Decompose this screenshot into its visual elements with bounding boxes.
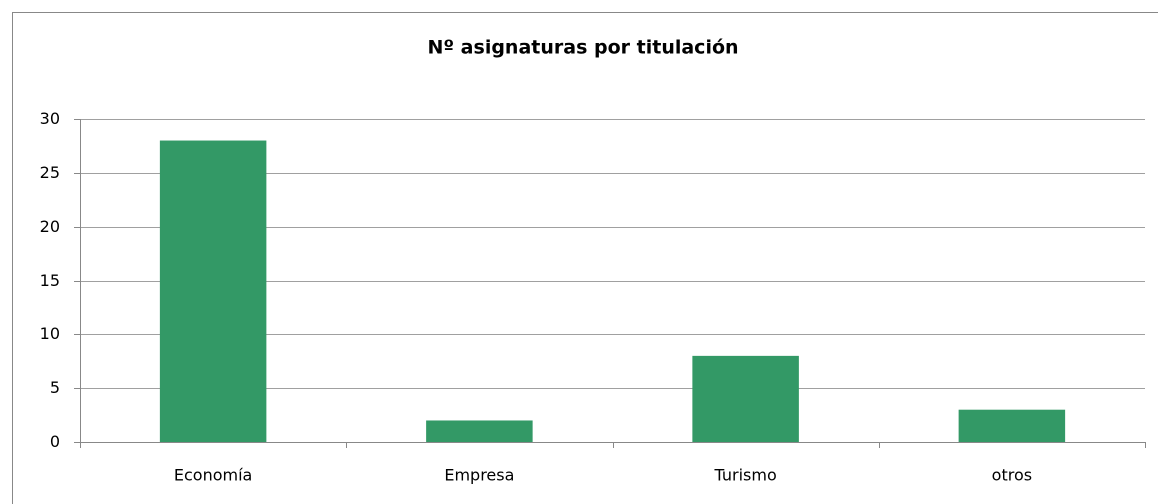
bar [426,420,533,442]
chart-title: Nº asignaturas por titulación [427,37,738,59]
y-tick-label: 20 [40,217,60,236]
x-tick-label: Turismo [714,466,777,485]
y-tick-label: 0 [50,432,60,451]
x-tick-label: Empresa [444,466,514,485]
y-tick-label: 10 [40,324,60,343]
bar [159,140,267,443]
y-tick-label: 30 [40,109,60,128]
y-tick-label: 15 [40,271,60,290]
y-tick-label: 25 [40,163,60,182]
bar [958,409,1066,442]
x-tick-label: Economía [174,466,252,485]
bar [692,355,799,442]
x-tick-label: otros [992,466,1032,485]
y-tick-label: 5 [50,378,60,397]
